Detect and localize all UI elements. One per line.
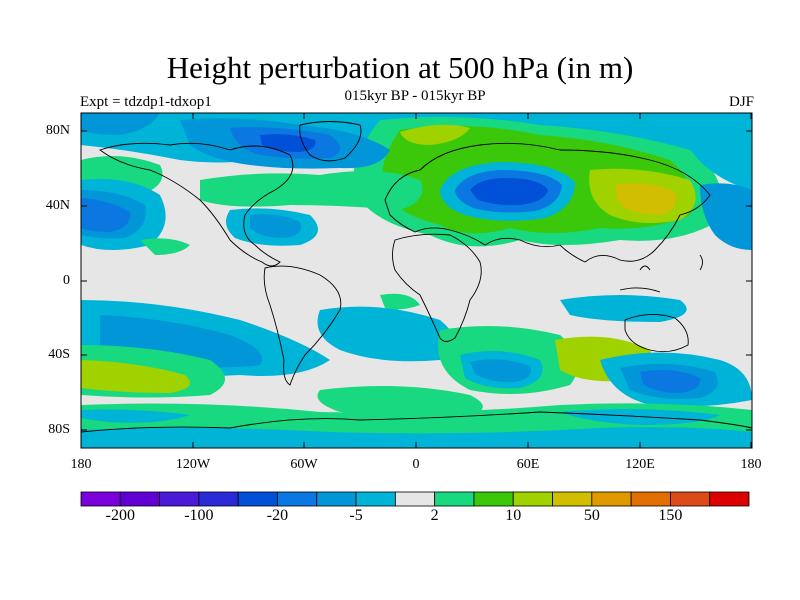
colorbar-swatch [670, 491, 711, 507]
colorbar-swatch [198, 491, 239, 507]
colorbar-swatch [277, 491, 318, 507]
colorbar-label: 50 [583, 507, 600, 524]
colorbar-swatch [237, 491, 278, 507]
map-subtitle: 015kyr BP - 015kyr BP [344, 88, 486, 104]
lat-label-40n: 40N [45, 198, 70, 213]
lon-label-180e: 180 [740, 457, 762, 472]
colorbar-label: -20 [266, 507, 289, 524]
lat-label-0: 0 [63, 273, 70, 288]
axis-ticks [80, 113, 752, 448]
lat-label-40s: 40S [48, 347, 70, 362]
colorbar-swatch [119, 491, 160, 507]
experiment-label: Expt = tdzdp1-tdxop1 [80, 94, 212, 110]
colorbar-swatch [709, 491, 750, 507]
colorbar [80, 491, 750, 507]
lon-label-60e: 60E [516, 457, 540, 472]
colorbar-swatch [80, 491, 121, 507]
colorbar-label: -200 [105, 507, 135, 524]
colorbar-swatch [591, 491, 632, 507]
colorbar-swatch [316, 491, 357, 507]
lon-label-60w: 60W [290, 457, 318, 472]
colorbar-label: 10 [505, 507, 522, 524]
continent-outlines [81, 121, 752, 433]
lon-label-180w: 180 [70, 457, 92, 472]
map-title: Height perturbation at 500 hPa (in m) [166, 50, 634, 85]
season-label: DJF [728, 94, 754, 110]
colorbar-label: 2 [430, 507, 439, 524]
lon-label-120e: 120E [625, 457, 655, 472]
lon-label-0: 0 [412, 457, 420, 472]
lat-label-80n: 80N [45, 123, 70, 138]
colorbar-swatch [394, 491, 436, 507]
lat-label-80s: 80S [48, 422, 70, 437]
colorbar-swatch [552, 491, 593, 507]
colorbar-swatch [434, 491, 475, 507]
colorbar-label: 150 [658, 507, 683, 524]
colorbar-swatch [355, 491, 396, 507]
colorbar-label: -5 [349, 507, 363, 524]
lon-label-120w: 120W [175, 457, 211, 472]
colorbar-swatch [159, 491, 200, 507]
colorbar-label: -100 [184, 507, 214, 524]
contour-field [81, 113, 752, 448]
colorbar-swatch [512, 491, 553, 507]
colorbar-swatch [630, 491, 671, 507]
colorbar-swatch [473, 491, 514, 507]
